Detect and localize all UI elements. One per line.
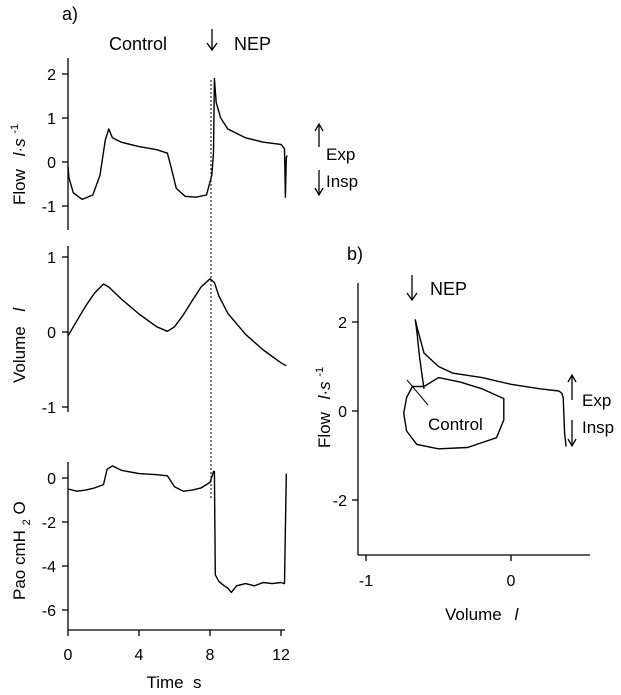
time-tick-label-8: 8 <box>206 647 215 664</box>
pao-y-label-main: Pao cmH <box>10 530 29 600</box>
pao-trace <box>67 465 287 594</box>
flow-subplot: 2 1 0 -1 Flow l·s -1 <box>9 58 288 230</box>
panel-b-label: b) <box>347 244 363 264</box>
volume-y-label-main: Volume <box>10 326 29 383</box>
pao-tick-label-0: 0 <box>47 471 56 488</box>
pao-tick-label-neg4: -4 <box>42 559 56 576</box>
b-y-label-sup: -1 <box>314 367 326 377</box>
panel-a: a) Control NEP 2 1 0 -1 Flow l·s -1 <box>9 4 358 692</box>
exp-label-b: Exp <box>582 391 611 410</box>
volume-tick-label-0: 0 <box>47 325 56 342</box>
nep-arrow-down-icon <box>206 29 218 52</box>
b-y-tick-label-0: 0 <box>338 404 347 421</box>
b-y-label-main: Flow <box>315 411 334 448</box>
volume-tick-label-neg1: -1 <box>42 400 56 417</box>
flow-tick-label-2: 2 <box>47 67 56 84</box>
pao-subplot: 0 -2 -4 -6 Pao cmH 2 O 0 4 8 12 Time s <box>10 462 290 692</box>
volume-y-label: Volume l <box>10 307 29 383</box>
panel-a-label: a) <box>62 4 78 24</box>
volume-y-label-unit: l <box>10 307 29 312</box>
pao-y-label-sub: 2 <box>21 519 33 525</box>
flow-y-label: Flow l·s -1 <box>9 124 29 205</box>
b-y-tick-label-neg2: -2 <box>333 493 347 510</box>
flow-tick-label-1: 1 <box>47 111 56 128</box>
pao-y-label: Pao cmH 2 O <box>10 501 34 600</box>
nep-loop-trace <box>414 319 567 447</box>
control-loop-trace <box>403 376 505 450</box>
volume-tick-label-1: 1 <box>47 250 56 267</box>
nep-annotation: NEP <box>234 34 271 54</box>
panel-b: b) NEP 2 0 -2 -1 0 Volume l Flow l·s -1 … <box>314 244 614 624</box>
b-y-label-unit: l·s <box>315 381 334 399</box>
flow-trace <box>67 77 288 201</box>
nep-arrow-down-icon-b <box>406 275 418 302</box>
pao-y-label-tail: O <box>10 501 29 514</box>
b-y-tick-label-2: 2 <box>338 315 347 332</box>
pao-tick-label-neg6: -6 <box>42 603 56 620</box>
flow-y-label-unit: l·s <box>10 138 29 156</box>
b-x-label-unit: l <box>514 605 519 624</box>
b-x-label-main: Volume <box>445 605 502 624</box>
time-tick-label-0: 0 <box>64 647 73 664</box>
pao-tick-label-neg2: -2 <box>42 515 56 532</box>
b-x-tick-label-0: 0 <box>507 573 516 590</box>
volume-trace <box>67 278 287 367</box>
time-axis-label: Time s <box>146 673 201 692</box>
b-x-tick-label-neg1: -1 <box>359 573 373 590</box>
control-annotation: Control <box>109 34 167 54</box>
insp-label-a: Insp <box>326 172 358 191</box>
b-x-axis-label: Volume l <box>445 605 519 624</box>
exp-arrow-up-icon-b <box>567 373 577 400</box>
time-tick-label-12: 12 <box>272 647 290 664</box>
flow-y-label-sup: -1 <box>9 124 21 134</box>
exp-arrow-up-icon <box>314 122 324 147</box>
time-tick-label-4: 4 <box>135 647 144 664</box>
exp-label-a: Exp <box>326 145 355 164</box>
insp-arrow-down-icon <box>314 170 324 197</box>
flow-tick-label-neg1: -1 <box>42 199 56 216</box>
flow-y-label-main: Flow <box>10 168 29 205</box>
nep-annotation-b: NEP <box>430 279 467 299</box>
control-loop-label: Control <box>428 415 483 434</box>
flow-tick-label-0: 0 <box>47 155 56 172</box>
control-pointer-line <box>406 379 429 406</box>
insp-arrow-down-icon-b <box>567 420 577 448</box>
b-y-axis-label: Flow l·s -1 <box>314 367 334 448</box>
volume-subplot: 1 0 -1 Volume l <box>10 246 287 417</box>
insp-label-b: Insp <box>582 418 614 437</box>
